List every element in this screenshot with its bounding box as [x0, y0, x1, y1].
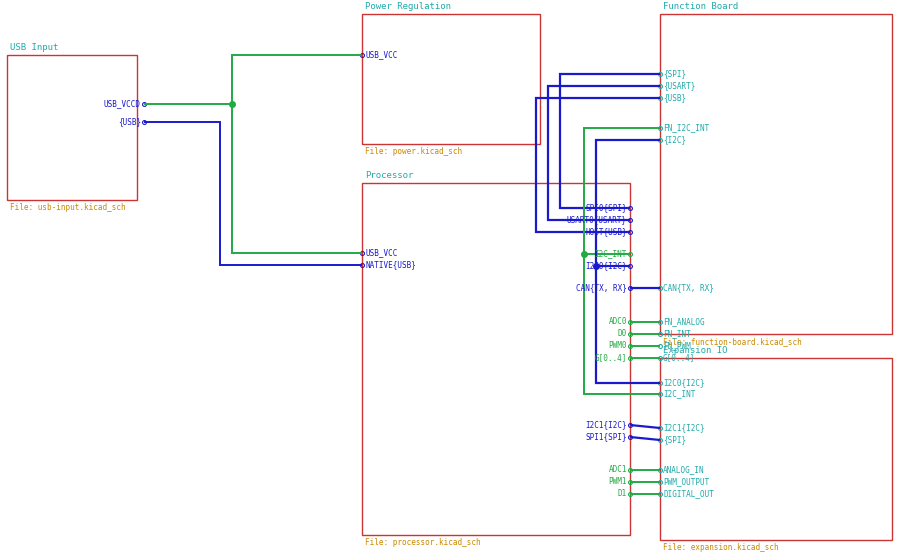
Text: File: power.kicad_sch: File: power.kicad_sch — [365, 147, 462, 156]
Text: FN_INT: FN_INT — [663, 330, 691, 339]
Text: USB_VCCD: USB_VCCD — [104, 100, 141, 108]
Text: ADC0: ADC0 — [608, 317, 627, 326]
Text: CAN{TX, RX}: CAN{TX, RX} — [663, 284, 714, 292]
Text: Function Board: Function Board — [663, 2, 738, 11]
Text: ANALOG_IN: ANALOG_IN — [663, 465, 705, 474]
Text: D0: D0 — [617, 330, 627, 339]
Text: G[0..4]: G[0..4] — [595, 354, 627, 363]
Text: G[0..4]: G[0..4] — [663, 354, 696, 363]
Text: File: expansion.kicad_sch: File: expansion.kicad_sch — [663, 543, 778, 552]
Text: {USB}: {USB} — [118, 117, 141, 127]
Text: ADC1: ADC1 — [608, 465, 627, 474]
Bar — [7, 55, 137, 200]
Text: PWM_OUTPUT: PWM_OUTPUT — [663, 478, 709, 486]
Text: DIGITAL_OUT: DIGITAL_OUT — [663, 489, 714, 499]
Text: File: processor.kicad_sch: File: processor.kicad_sch — [365, 538, 481, 547]
Text: FN_I2C_INT: FN_I2C_INT — [663, 123, 709, 132]
Text: I2C0{I2C}: I2C0{I2C} — [663, 379, 705, 388]
Text: I2C1{I2C}: I2C1{I2C} — [585, 420, 627, 429]
Text: I2C_INT: I2C_INT — [663, 390, 696, 399]
Bar — [660, 14, 892, 334]
Text: SPI1{SPI}: SPI1{SPI} — [585, 433, 627, 441]
Text: I2C1{I2C}: I2C1{I2C} — [663, 424, 705, 433]
Bar — [362, 14, 540, 144]
Text: Expansion IO: Expansion IO — [663, 346, 727, 355]
Text: PWM0: PWM0 — [608, 341, 627, 350]
Text: NATIVE{USB}: NATIVE{USB} — [365, 261, 416, 270]
Bar — [660, 358, 892, 540]
Text: I2C_INT: I2C_INT — [595, 250, 627, 259]
Text: HOST{USB}: HOST{USB} — [585, 227, 627, 236]
Text: USB_VCC: USB_VCC — [365, 249, 398, 257]
Bar — [362, 183, 630, 535]
Text: {SPI}: {SPI} — [663, 435, 686, 444]
Text: USART0{USART}: USART0{USART} — [567, 216, 627, 225]
Text: Processor: Processor — [365, 171, 413, 180]
Text: USB Input: USB Input — [10, 43, 59, 52]
Text: File: function-board.kicad_sch: File: function-board.kicad_sch — [663, 337, 802, 346]
Text: D1: D1 — [617, 489, 627, 499]
Text: FN_ANALOG: FN_ANALOG — [663, 317, 705, 326]
Text: {SPI}: {SPI} — [663, 70, 686, 78]
Text: FN_PWM: FN_PWM — [663, 341, 691, 350]
Text: PWM1: PWM1 — [608, 478, 627, 486]
Text: CAN{TX, RX}: CAN{TX, RX} — [576, 284, 627, 292]
Text: {USB}: {USB} — [663, 93, 686, 102]
Text: Power Regulation: Power Regulation — [365, 2, 451, 11]
Text: File: usb-input.kicad_sch: File: usb-input.kicad_sch — [10, 203, 126, 212]
Text: SPI0{SPI}: SPI0{SPI} — [585, 203, 627, 212]
Text: {USART}: {USART} — [663, 82, 696, 91]
Text: {I2C}: {I2C} — [663, 136, 686, 145]
Text: USB_VCC: USB_VCC — [365, 51, 398, 59]
Text: I2C0{I2C}: I2C0{I2C} — [585, 261, 627, 271]
